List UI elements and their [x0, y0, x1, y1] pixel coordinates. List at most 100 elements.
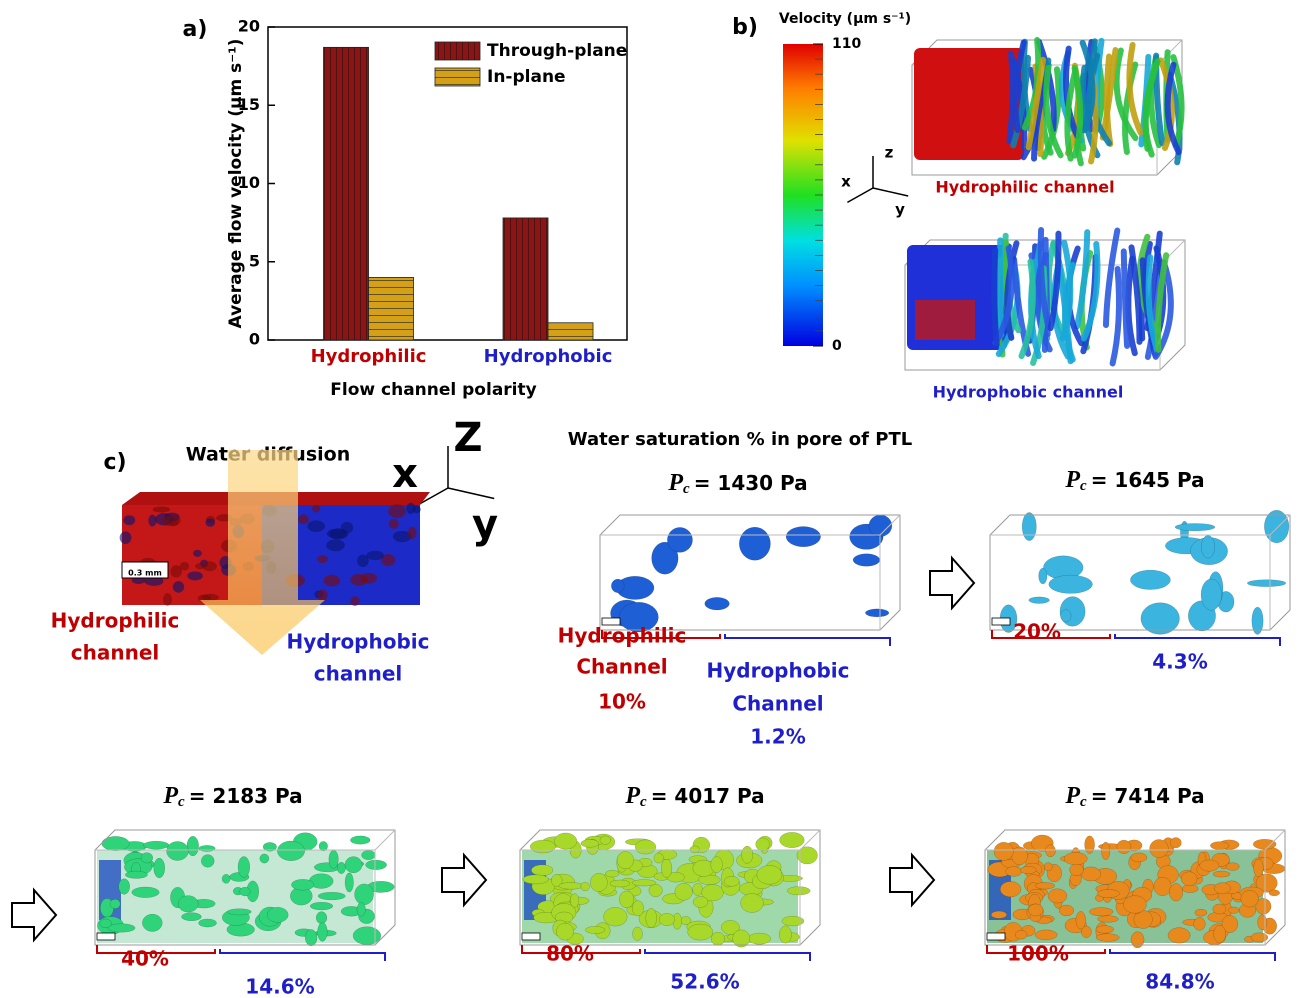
- pore-blob: [1048, 574, 1093, 594]
- pressure-label: Pc = 1645 Pa: [1064, 467, 1204, 495]
- pore-blob: [618, 602, 659, 633]
- bracket: [521, 945, 641, 954]
- fiber: [1154, 252, 1170, 353]
- pore-blob: [221, 874, 231, 884]
- pressure-subscript: c: [1080, 478, 1087, 494]
- pore: [205, 518, 216, 527]
- bracket: [1114, 634, 1281, 646]
- pore: [202, 561, 217, 572]
- pore-blob: [1123, 895, 1147, 914]
- pore-blob: [603, 907, 628, 927]
- pore-blob: [201, 854, 215, 868]
- pore-blob: [1250, 932, 1269, 943]
- pore-blob: [755, 837, 770, 851]
- x-tick-label: Hydrophobic: [484, 346, 613, 367]
- saturation-label: 84.8%: [1145, 970, 1214, 994]
- saturation-label: 20%: [1013, 620, 1061, 644]
- pore: [326, 528, 347, 539]
- pore-blob: [177, 895, 199, 913]
- pore-blob: [1097, 915, 1119, 923]
- pore-blob: [786, 886, 811, 896]
- pore-blob: [1081, 866, 1101, 882]
- fiber: [1025, 56, 1047, 151]
- pore-blob: [692, 883, 703, 896]
- pore-blob: [1130, 569, 1171, 590]
- fiber: [1103, 53, 1114, 147]
- pore: [163, 593, 173, 606]
- pore-blob: [1170, 837, 1182, 849]
- pore-blob: [1240, 890, 1259, 908]
- pore-blob: [124, 870, 148, 879]
- pore-blob: [1075, 911, 1086, 930]
- bracket: [724, 634, 891, 646]
- pressure-label: Pc = 4017 Pa: [624, 783, 764, 811]
- pore-blob: [1058, 904, 1074, 917]
- box-outline: [1269, 514, 1291, 536]
- pore-blob: [570, 893, 580, 908]
- pore-blob: [756, 865, 783, 885]
- scale-bar: [986, 932, 1006, 941]
- pore-blob: [585, 926, 606, 934]
- pore-blob: [658, 913, 676, 927]
- image-caption: Hydrophilic channel: [935, 178, 1114, 197]
- pore-blob: [181, 912, 202, 922]
- pore-blob: [732, 929, 751, 948]
- pore-blob: [741, 845, 754, 864]
- pore: [392, 530, 412, 543]
- pressure-label: Pc = 7414 Pa: [1064, 783, 1204, 811]
- pore-blob: [796, 846, 818, 865]
- fiber: [1120, 248, 1131, 349]
- panel-label: c): [103, 450, 126, 475]
- pore-blob: [198, 845, 216, 852]
- pore-blob: [262, 842, 277, 852]
- bracket: [991, 630, 1111, 639]
- pore-blob: [344, 872, 354, 893]
- pore-blob: [1034, 929, 1058, 941]
- pore-blob: [1095, 933, 1120, 942]
- pore-blob: [740, 893, 764, 913]
- pore-blob: [1221, 915, 1239, 933]
- pressure-symbol: P: [1064, 467, 1080, 493]
- fiber: [1170, 54, 1185, 148]
- pore-blob: [237, 856, 251, 878]
- pore-blob: [1097, 889, 1120, 898]
- fiber: [1080, 240, 1101, 342]
- pore-blob: [1084, 835, 1095, 854]
- fiber: [1109, 265, 1122, 367]
- pore: [350, 596, 360, 607]
- box-outline: [799, 829, 821, 851]
- box-outline: [911, 39, 1183, 176]
- pore: [407, 526, 417, 540]
- pore-blob: [779, 925, 792, 944]
- pore-blob: [315, 911, 328, 925]
- box-outline: [599, 514, 901, 631]
- pore-blob: [611, 578, 625, 593]
- pore-blob: [605, 870, 620, 878]
- fiber: [1164, 61, 1182, 156]
- pore-blob: [1199, 859, 1220, 872]
- pore-blob: [1251, 606, 1264, 635]
- pore-blob: [1149, 839, 1169, 858]
- pore-blob: [619, 890, 635, 909]
- fiber: [1063, 45, 1081, 140]
- pore-blob: [328, 849, 339, 869]
- pore-blob: [522, 874, 549, 885]
- pore: [162, 514, 181, 527]
- pore-blob: [1180, 871, 1198, 887]
- pressure-symbol: P: [162, 783, 178, 809]
- pressure-value: = 2183 Pa: [189, 784, 303, 808]
- channel-label: Channel: [576, 655, 667, 679]
- pore-blob: [704, 597, 730, 611]
- pore: [179, 562, 190, 571]
- pore-blob: [1130, 852, 1148, 863]
- pore-blob: [1063, 852, 1088, 866]
- pore-blob: [350, 835, 371, 845]
- saturation-label: 100%: [1007, 942, 1069, 966]
- fiber: [1102, 227, 1121, 329]
- colorbar-tick-label: 0: [832, 338, 842, 354]
- pore-blob: [660, 858, 673, 878]
- bracket: [96, 945, 216, 954]
- pore-blob: [1212, 870, 1231, 878]
